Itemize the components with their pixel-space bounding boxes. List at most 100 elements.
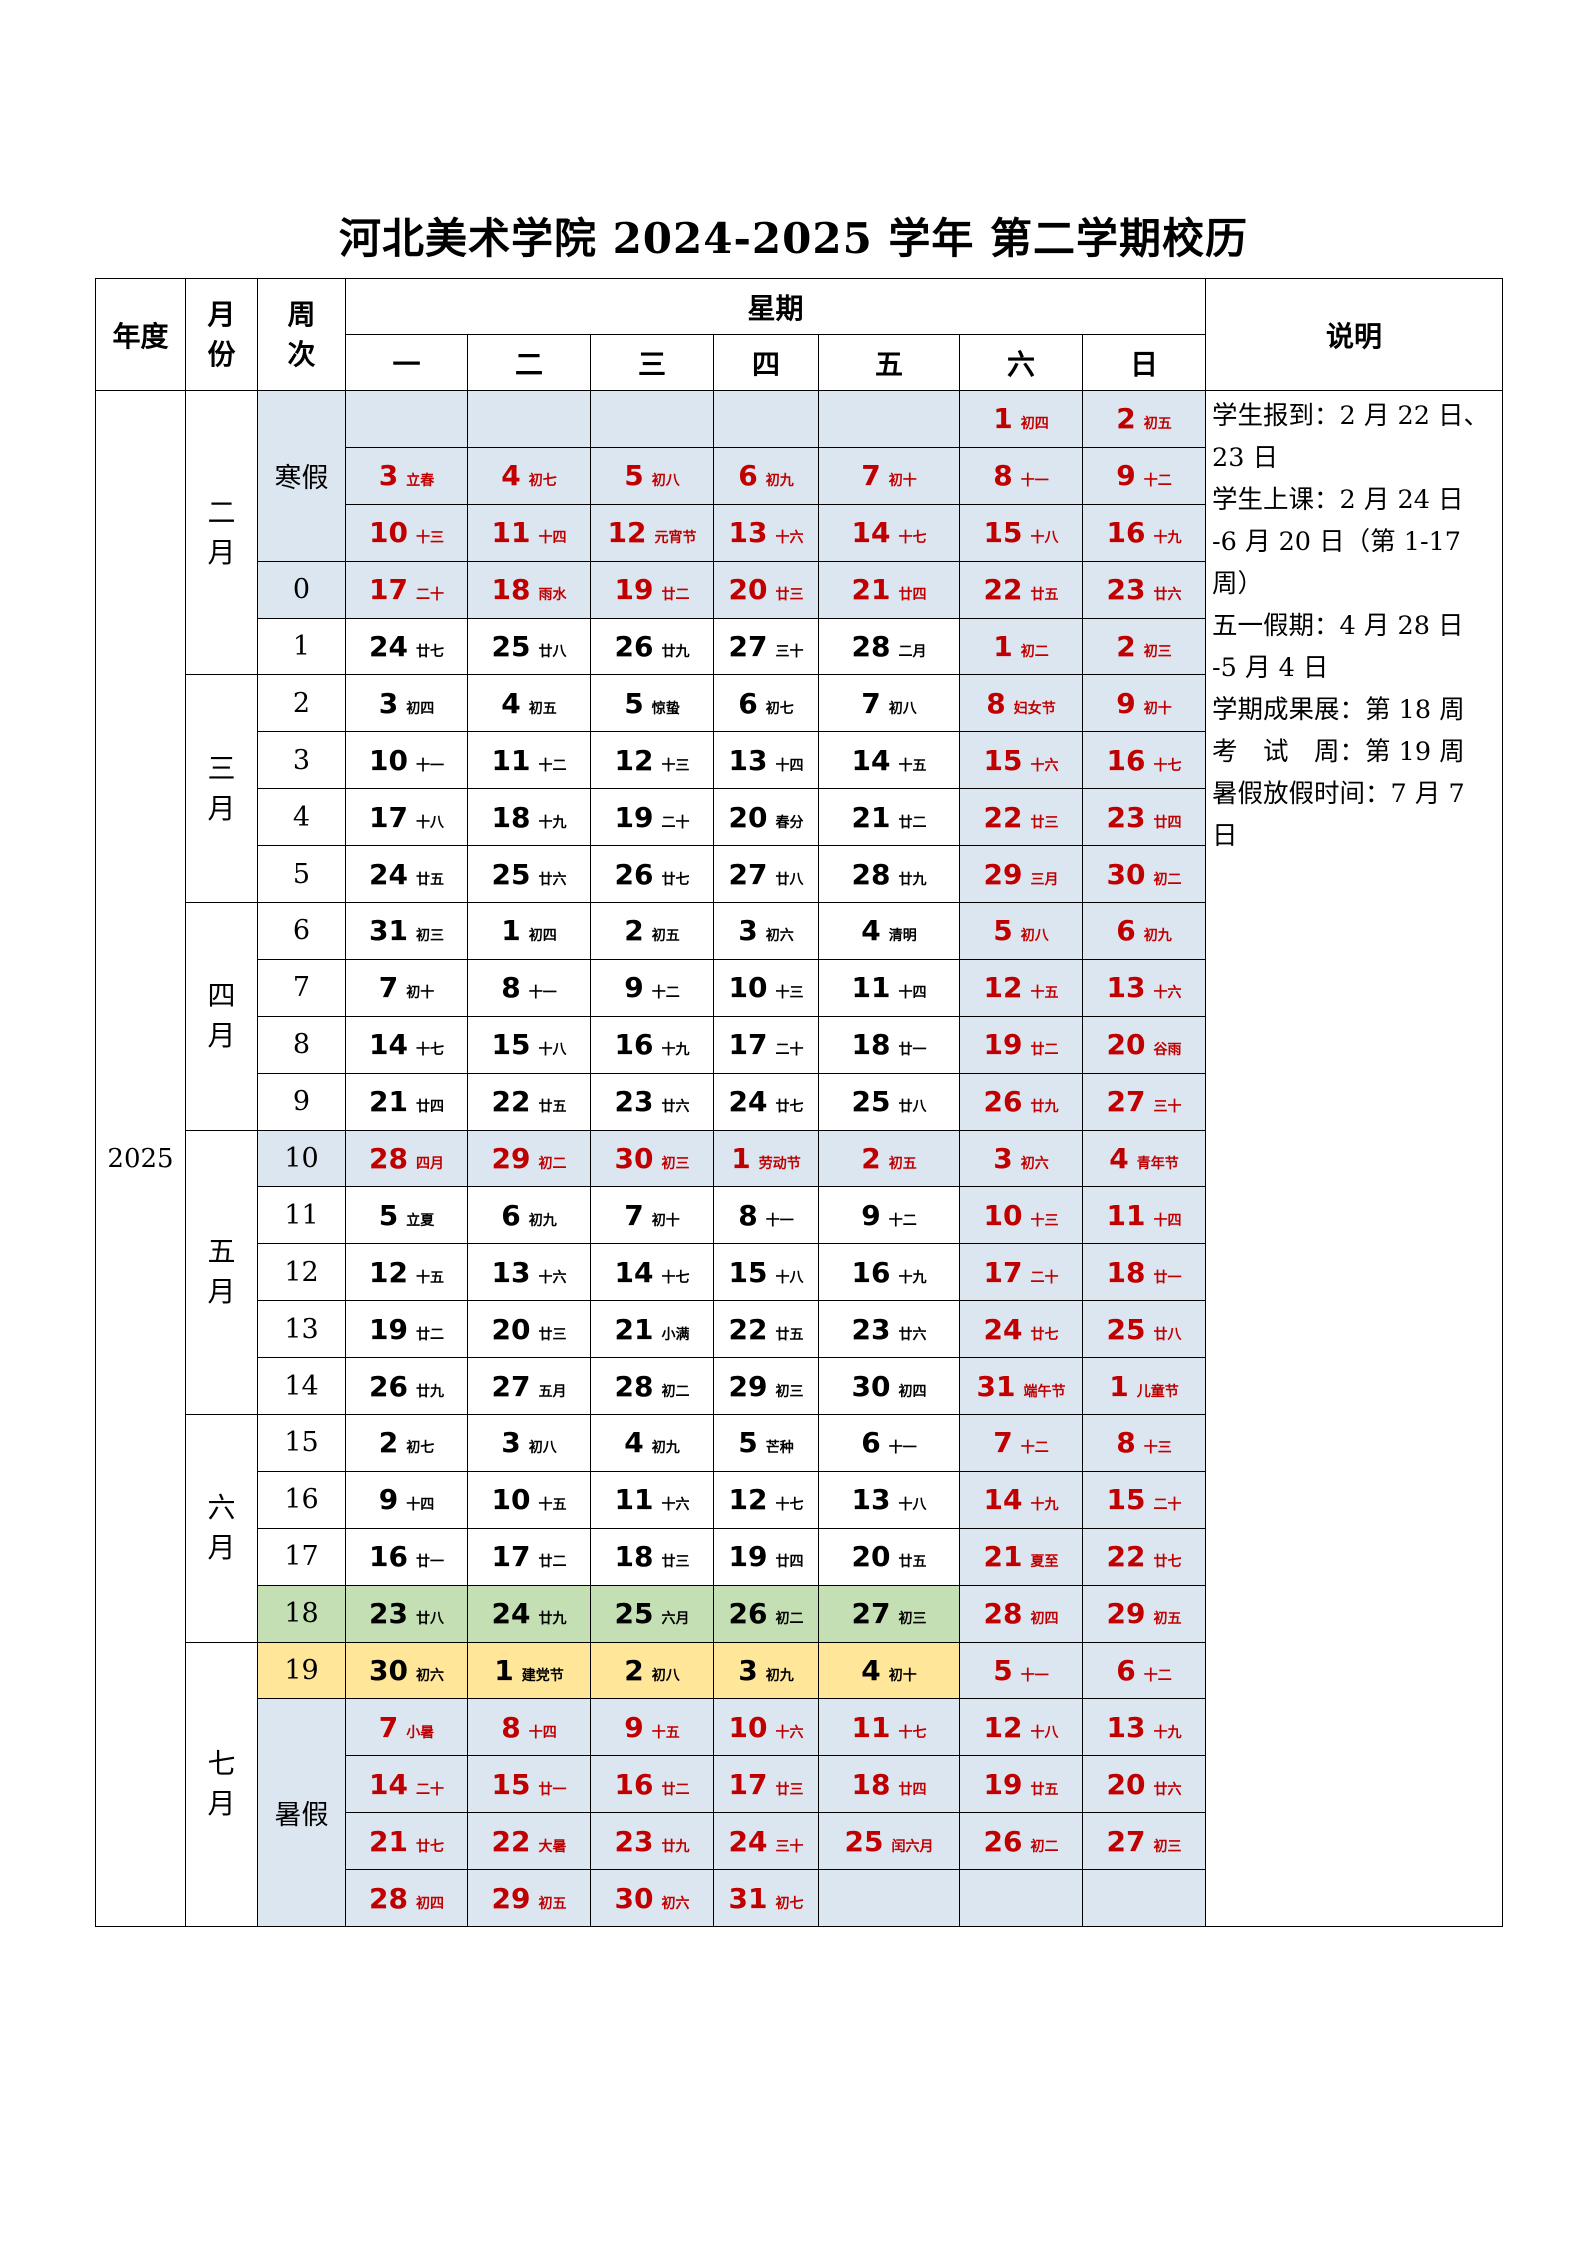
lunar-date: 十四: [528, 1724, 557, 1741]
day-cell: 31 初三: [345, 902, 468, 960]
lunar-date: 廿九: [661, 644, 690, 660]
lunar-date: 初八: [1020, 928, 1049, 945]
week-row: 4 17 十八 18 十九 19 二十 20 春分 21 廿二 22 廿三 23 廿四: [96, 788, 1503, 847]
day-cell: 31 初七: [713, 1869, 819, 1928]
day-number: 13: [1106, 971, 1146, 1005]
day-cell: 8 妇女节: [959, 674, 1083, 733]
day-cell: 15 十八: [713, 1243, 819, 1302]
day-number: 22: [728, 1312, 768, 1346]
week-number: 19: [257, 1641, 346, 1700]
day-number: 22: [491, 1085, 531, 1119]
day-cell: 7 初十: [345, 958, 468, 1017]
day-cell: 28 四月: [345, 1129, 468, 1188]
day-cell: 5 十一: [959, 1641, 1083, 1700]
note-line: 23 日: [1212, 443, 1279, 473]
day-number: 17: [369, 573, 408, 607]
day-number: 19: [614, 573, 654, 607]
lunar-date: 廿一: [538, 1781, 567, 1798]
lunar-date: 初九: [528, 1212, 557, 1229]
month-label: 三月: [207, 751, 236, 825]
day-number: 16: [1106, 743, 1146, 777]
header-year: 年度: [95, 278, 186, 391]
day-cell: 15 十八: [959, 503, 1083, 562]
lunar-date: 廿七: [1030, 1326, 1059, 1343]
day-number: 14: [614, 1255, 654, 1289]
lunar-date: 初二: [775, 1611, 804, 1628]
day-cell: 14 十七: [345, 1015, 468, 1074]
day-cell: 4 初九: [590, 1414, 714, 1472]
day-cell: 18 雨水: [467, 560, 591, 619]
week-number: 9: [257, 1072, 346, 1131]
day-number: 25: [491, 857, 531, 891]
week-number: 17: [257, 1527, 346, 1586]
day-cell: 6 初九: [1081, 902, 1207, 960]
day-number: 12: [728, 1483, 768, 1517]
lunar-date: 初九: [765, 473, 794, 490]
day-cell: 22 廿七: [1081, 1527, 1207, 1586]
day-number: 30: [369, 1654, 408, 1688]
lunar-date: 初四: [415, 1895, 444, 1912]
day-cell: 19 廿五: [959, 1755, 1083, 1814]
day-cell: 25 闰六月: [818, 1812, 960, 1871]
lunar-date: 十一: [1020, 1668, 1049, 1685]
day-number: 10: [983, 1198, 1023, 1232]
lunar-date: 初十: [888, 473, 917, 490]
lunar-date: 十二: [651, 985, 680, 1002]
day-number: 5: [993, 914, 1013, 948]
day-cell: 25 廿八: [818, 1072, 960, 1131]
day-number: 29: [491, 1142, 531, 1176]
day-number: 11: [1106, 1198, 1146, 1232]
day-number: 18: [491, 573, 531, 607]
lunar-date: 廿八: [1153, 1326, 1182, 1343]
day-number: 7: [993, 1426, 1013, 1460]
lunar-date: 初七: [765, 700, 794, 717]
day-cell: 17 廿三: [713, 1755, 819, 1814]
day-number: 1: [993, 630, 1013, 663]
lunar-date: 十七: [898, 530, 927, 547]
day-cell: 28 初四: [959, 1584, 1083, 1643]
day-cell: 15 二十: [1081, 1470, 1207, 1529]
day-cell: 31 端午节: [959, 1357, 1083, 1416]
lunar-date: 初六: [661, 1895, 690, 1912]
day-number: 26: [369, 1369, 408, 1403]
lunar-date: 初十: [888, 1668, 917, 1685]
week-row: 六月 15 2 初七 3 初八 4 初九 5 芒种 6 十一 7 十二 8 十三: [96, 1414, 1503, 1643]
day-number: 6: [1116, 1654, 1136, 1688]
lunar-date: 廿五: [1030, 1781, 1059, 1798]
day-cell: 17 十八: [345, 788, 468, 847]
day-number: 5: [624, 459, 644, 493]
week-number: 3: [257, 731, 346, 790]
lunar-date: 十三: [661, 757, 690, 774]
day-number: 7: [624, 1198, 644, 1232]
day-cell: 4 初五: [467, 674, 591, 733]
lunar-date: 廿七: [775, 1099, 804, 1116]
day-cell: 16 十九: [818, 1243, 960, 1302]
day-cell: 1 儿童节: [1081, 1357, 1207, 1416]
day-cell: 12 元宵节: [590, 503, 714, 562]
note-line: 周）: [1212, 569, 1264, 599]
day-number: 15: [491, 1767, 531, 1801]
week-row: 12 12 十五 13 十六 14 十七 15 十八 16 十九 17 二十 18 廿一: [96, 1243, 1503, 1302]
day-cell: 6 初九: [467, 1186, 591, 1245]
day-number: 16: [614, 1767, 654, 1801]
lunar-date: 十七: [415, 1042, 444, 1059]
day-number: 1: [731, 1142, 751, 1176]
day-cell: 24 三十: [713, 1812, 819, 1871]
day-cell: 9 十二: [590, 958, 714, 1017]
day-number: 22: [1106, 1540, 1146, 1574]
day-cell: 19 廿二: [590, 560, 714, 619]
day-cell: 18 廿四: [818, 1755, 960, 1814]
day-cell: 18 廿一: [818, 1015, 960, 1074]
lunar-date: 惊蛰: [651, 700, 680, 717]
day-number: 27: [728, 857, 768, 891]
day-number: 20: [1106, 1767, 1146, 1801]
day-cell: 13 十六: [713, 503, 819, 562]
lunar-date: 十一: [528, 985, 557, 1002]
day-cell: 22 廿五: [959, 560, 1083, 619]
week-row: 暑假 7 小暑 8 十四 9 十五 10 十六 11 十七 12 十八 13 十九: [96, 1698, 1503, 1928]
day-cell: 10 十五: [467, 1470, 591, 1529]
day-number: 2: [1116, 630, 1136, 663]
day-cell: 16 十九: [590, 1015, 714, 1074]
day-number: 21: [983, 1540, 1023, 1574]
lunar-date: 廿六: [898, 1326, 927, 1343]
